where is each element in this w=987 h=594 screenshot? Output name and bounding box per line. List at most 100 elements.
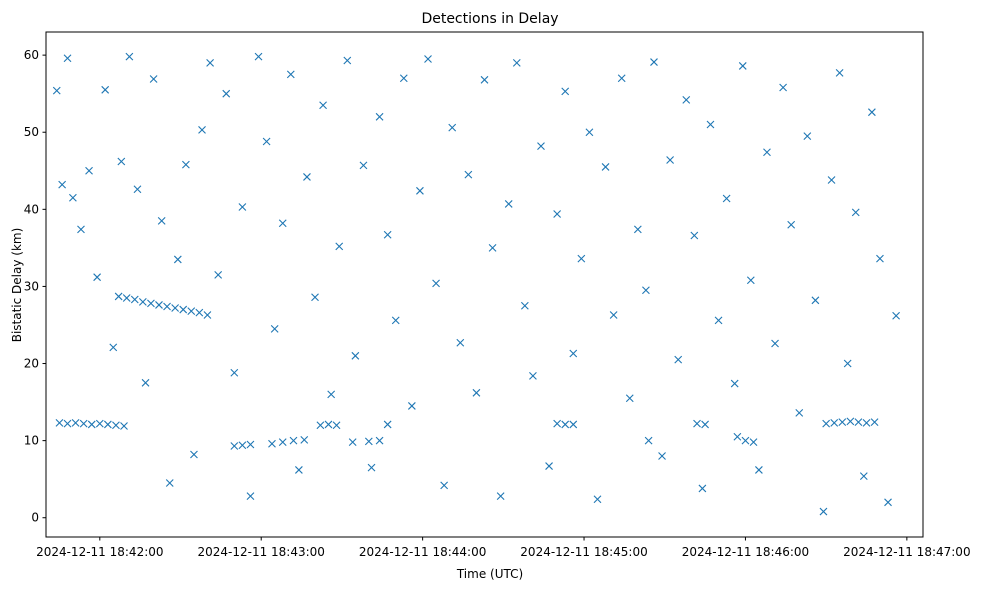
data-point	[157, 217, 166, 225]
data-point	[149, 75, 158, 83]
data-point	[569, 420, 578, 429]
data-point	[512, 58, 521, 67]
data-point	[155, 301, 163, 309]
data-point	[666, 156, 675, 164]
data-point	[830, 419, 839, 427]
data-point	[93, 273, 102, 282]
y-tick-label: 60	[24, 48, 39, 62]
data-point	[730, 379, 739, 388]
data-point	[480, 75, 489, 84]
data-point	[862, 419, 871, 427]
data-point	[749, 438, 758, 447]
data-point	[733, 432, 742, 441]
data-point	[294, 466, 303, 474]
data-point	[77, 225, 85, 234]
data-point	[222, 89, 231, 98]
data-point	[755, 466, 763, 474]
data-point	[561, 420, 570, 429]
data-point	[203, 311, 212, 319]
data-point	[658, 452, 666, 460]
data-point	[364, 437, 373, 446]
data-point	[625, 394, 634, 403]
data-point	[163, 302, 171, 311]
data-point	[130, 295, 139, 304]
data-point	[822, 419, 831, 428]
data-point	[448, 123, 457, 132]
data-point	[391, 316, 400, 325]
data-point	[133, 185, 142, 194]
chart-title: Detections in Delay	[421, 11, 558, 27]
data-point	[693, 419, 701, 428]
plot-area	[45, 31, 924, 538]
data-point	[214, 270, 223, 279]
data-point	[238, 441, 247, 450]
data-point	[827, 176, 836, 184]
data-point	[300, 435, 309, 444]
data-point	[741, 436, 750, 445]
data-points	[52, 52, 900, 516]
data-point	[464, 170, 473, 179]
data-point	[529, 371, 537, 380]
data-point	[206, 58, 214, 67]
data-point	[63, 419, 72, 428]
y-axis-label: Bistatic Delay (km)	[10, 228, 24, 343]
data-point	[262, 137, 271, 146]
data-point	[870, 418, 879, 427]
data-point	[843, 359, 852, 368]
data-point	[867, 108, 876, 117]
y-axis-ticks: 0 10 20 30 40 50 60	[24, 48, 46, 525]
data-point	[682, 95, 691, 104]
data-point	[424, 55, 432, 63]
y-tick-label: 40	[24, 202, 39, 216]
data-point	[348, 438, 357, 447]
data-point	[79, 419, 88, 428]
data-point	[633, 225, 642, 234]
data-point	[617, 74, 626, 83]
data-point	[763, 148, 771, 157]
data-point	[892, 311, 900, 320]
data-point	[416, 186, 424, 195]
data-point	[138, 297, 147, 306]
data-point	[324, 420, 333, 429]
data-point	[803, 132, 812, 140]
data-point	[714, 316, 723, 325]
data-point	[851, 208, 860, 217]
data-point	[278, 219, 287, 228]
data-point	[819, 507, 828, 516]
data-point	[112, 421, 120, 430]
data-point	[87, 420, 96, 429]
data-point	[187, 307, 196, 315]
data-point	[854, 418, 863, 427]
data-point	[125, 52, 134, 61]
data-point	[650, 58, 658, 66]
data-point	[537, 142, 545, 150]
data-point	[120, 422, 128, 430]
x-axis-ticks: 2024-12-11 18:42:00 2024-12-11 18:43:00 20…	[36, 537, 971, 559]
data-point	[407, 402, 416, 410]
data-point	[859, 472, 868, 480]
data-point	[432, 279, 440, 288]
data-point	[561, 87, 570, 96]
data-point	[383, 420, 392, 429]
data-point	[182, 160, 190, 169]
y-tick-label: 10	[24, 434, 39, 448]
data-point	[472, 388, 481, 397]
data-point	[367, 463, 376, 472]
y-tick-label: 0	[31, 511, 39, 525]
data-point	[884, 498, 892, 507]
data-point	[846, 417, 855, 426]
data-point	[375, 112, 384, 121]
data-point	[85, 166, 93, 175]
data-point	[63, 54, 72, 63]
data-point	[268, 439, 276, 448]
data-point	[722, 194, 731, 203]
data-point	[327, 390, 336, 399]
data-point	[779, 83, 787, 92]
x-tick-label: 2024-12-11 18:44:00	[359, 545, 486, 559]
data-point	[343, 56, 352, 65]
data-point	[351, 351, 360, 360]
data-point	[179, 305, 188, 314]
data-point	[319, 101, 327, 110]
data-point	[504, 200, 513, 208]
